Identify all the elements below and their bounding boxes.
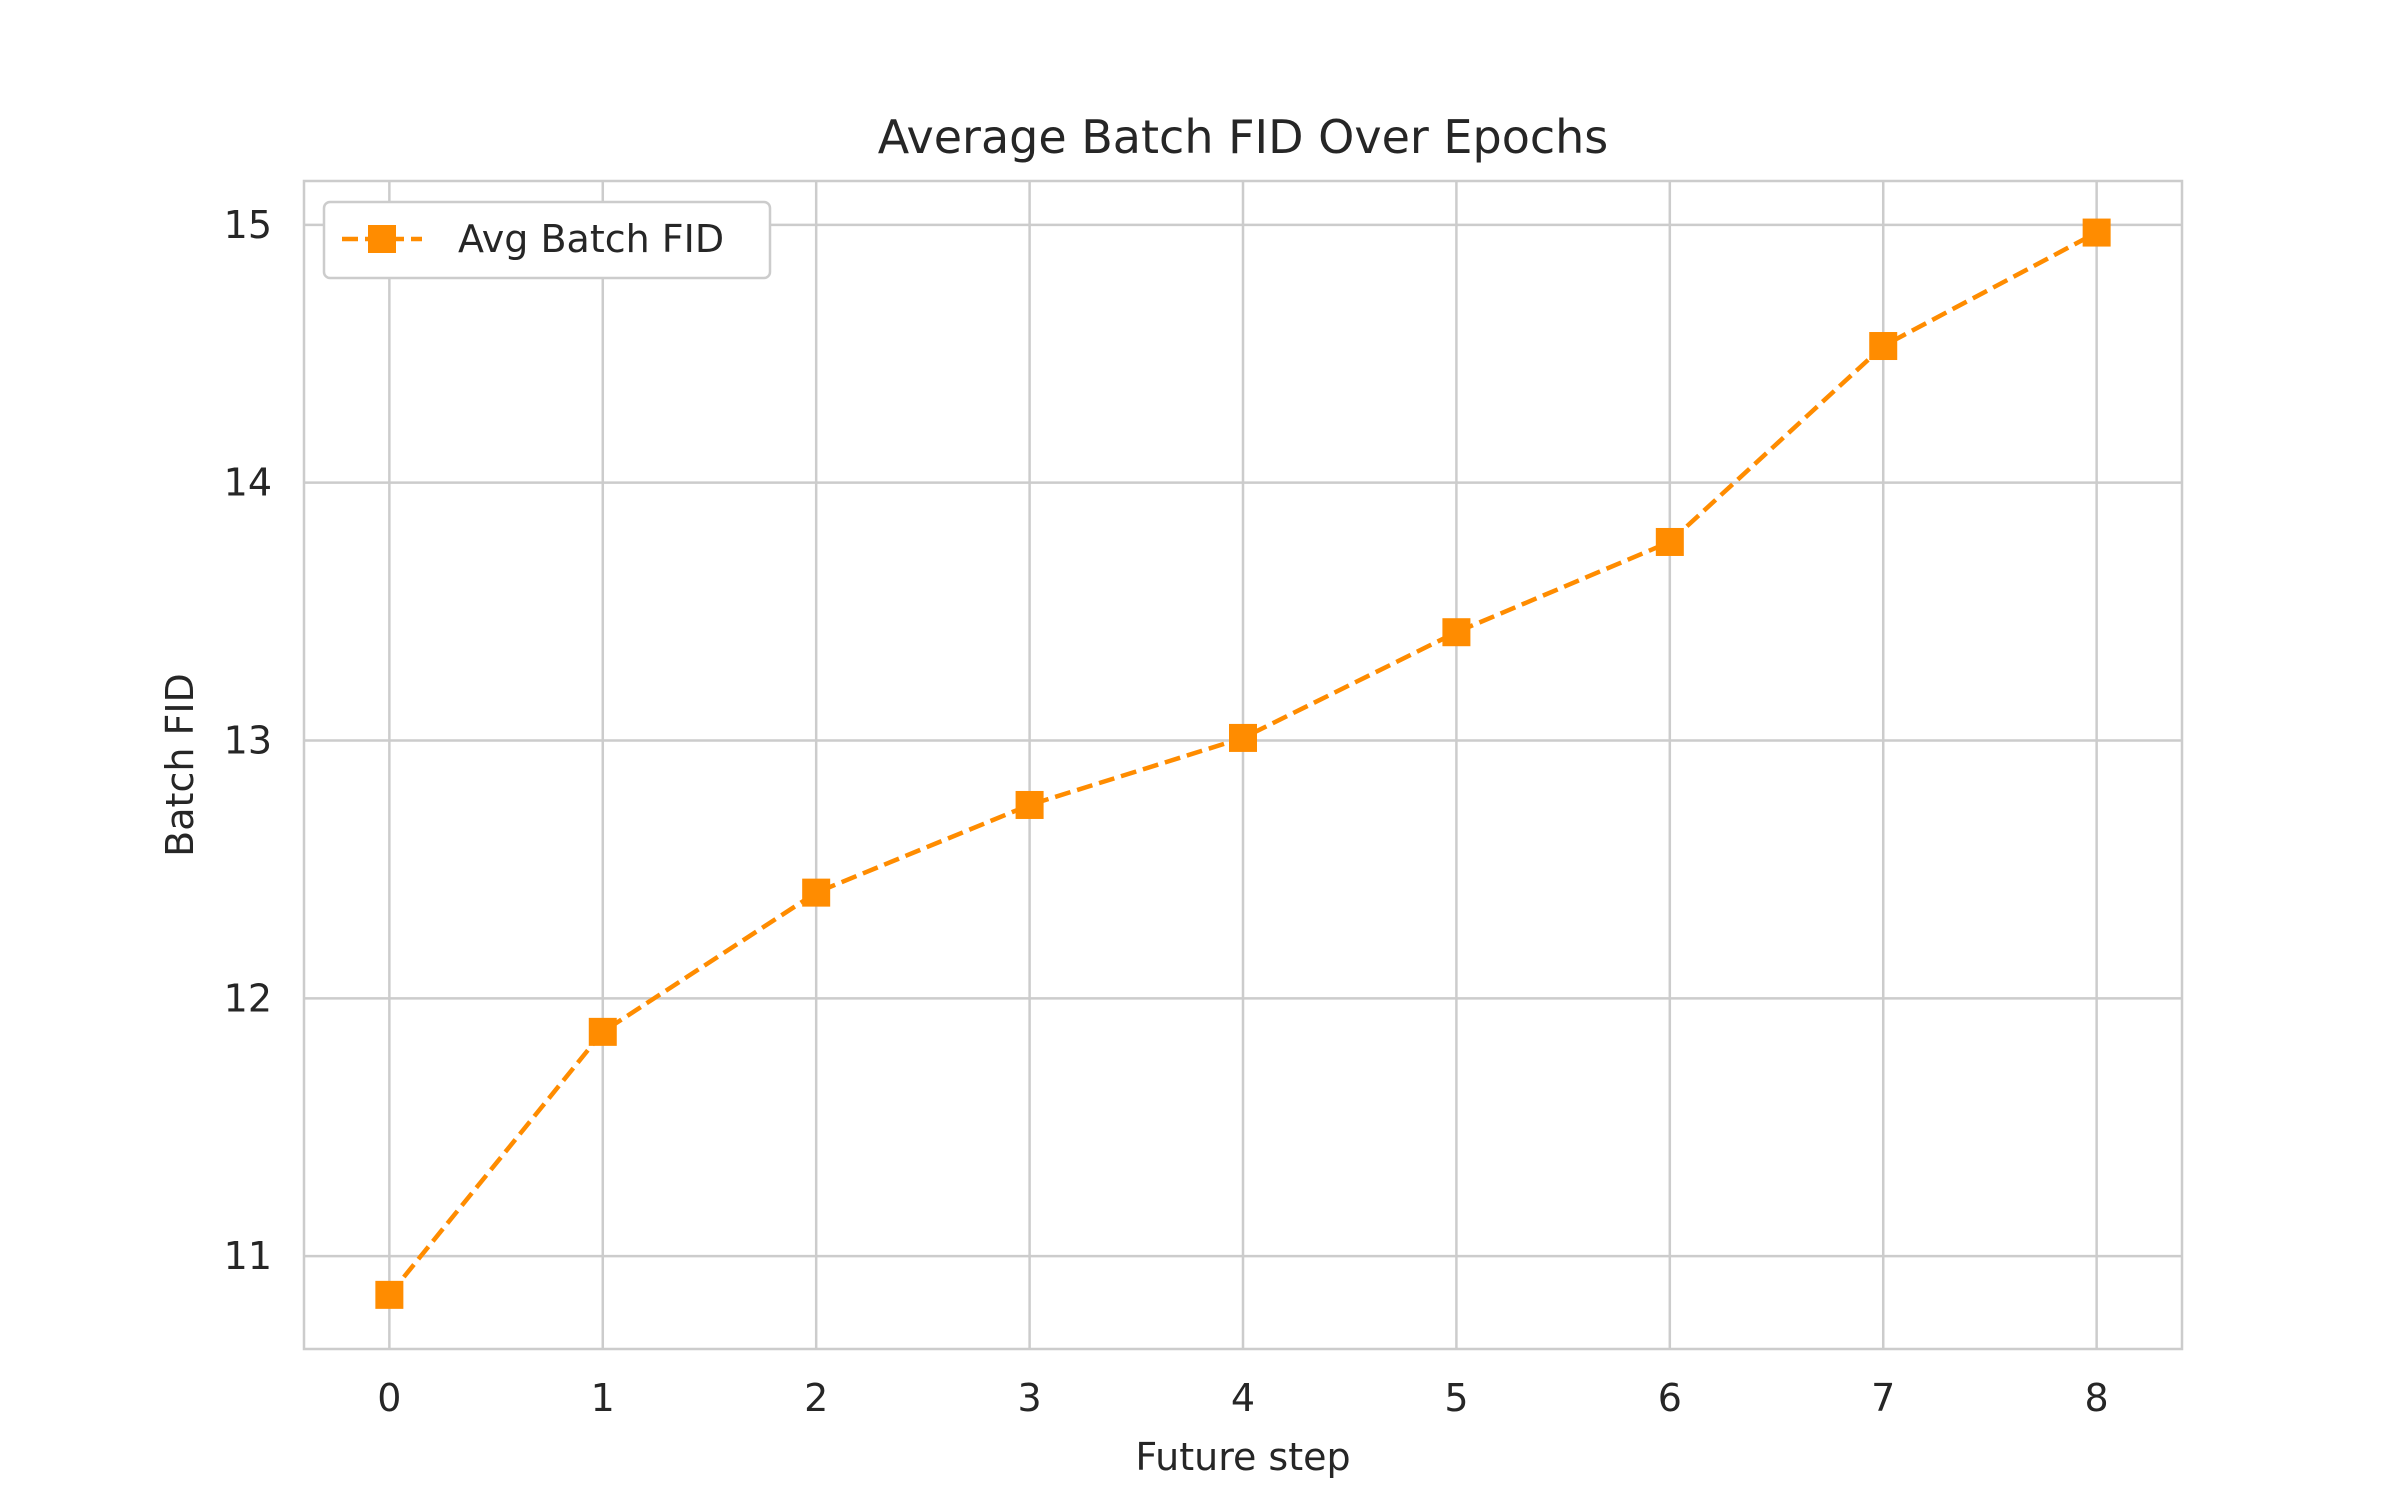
legend: Avg Batch FID <box>322 200 772 280</box>
x-tick-label: 7 <box>1871 1376 1895 1420</box>
data-point-marker <box>1229 723 1257 752</box>
x-tick-label: 2 <box>804 1376 828 1420</box>
x-tick-label: 4 <box>1231 1376 1255 1420</box>
data-point-marker <box>2082 218 2111 247</box>
x-axis-label: Future step <box>1135 1435 1350 1479</box>
y-tick-label: 15 <box>224 203 272 247</box>
legend-box <box>322 200 772 280</box>
legend-marker-swatch <box>368 225 396 253</box>
chart-title: Average Batch FID Over Epochs <box>878 110 1609 164</box>
y-tick-label: 12 <box>224 976 272 1020</box>
x-tick-label: 0 <box>377 1376 401 1420</box>
plot-frame <box>302 179 2184 1351</box>
data-point-marker <box>802 878 831 907</box>
data-point-marker <box>1869 332 1898 361</box>
y-tick-label: 14 <box>224 461 272 505</box>
y-tick-label: 11 <box>224 1234 272 1278</box>
y-tick-label: 13 <box>224 719 272 763</box>
data-point-marker <box>1442 618 1471 647</box>
x-tick-label: 3 <box>1017 1376 1041 1420</box>
x-tick-label: 1 <box>591 1376 615 1420</box>
data-point-marker <box>1655 527 1684 556</box>
data-point-marker <box>375 1280 404 1309</box>
data-point-marker <box>1015 790 1044 819</box>
y-axis-label: Batch FID <box>158 673 202 857</box>
x-tick-label: 5 <box>1444 1376 1468 1420</box>
series-layer <box>375 218 2111 1309</box>
x-tick-label: 6 <box>1658 1376 1682 1420</box>
x-tick-label: 8 <box>2085 1376 2109 1420</box>
grid-lines <box>304 181 2182 1349</box>
data-point-marker <box>588 1017 617 1046</box>
legend-label: Avg Batch FID <box>458 217 724 261</box>
